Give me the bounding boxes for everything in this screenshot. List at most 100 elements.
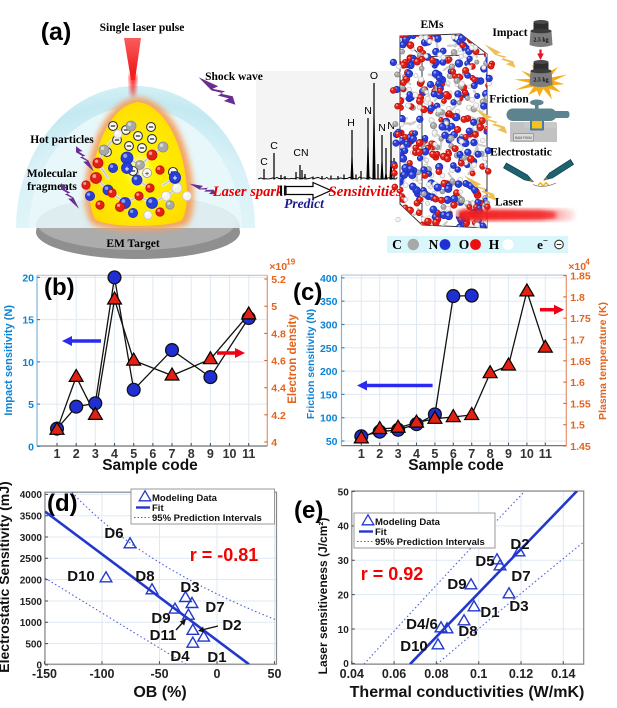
svg-text:6: 6 xyxy=(450,447,457,461)
svg-text:350: 350 xyxy=(320,296,338,308)
svg-text:D5: D5 xyxy=(475,553,494,570)
svg-text:19: 19 xyxy=(286,258,295,267)
svg-text:−: − xyxy=(543,236,548,246)
svg-text:D3: D3 xyxy=(509,598,528,615)
svg-text:4000: 4000 xyxy=(20,490,43,501)
svg-text:0.08: 0.08 xyxy=(424,667,448,681)
svg-text:H: H xyxy=(347,117,355,129)
svg-text:+: + xyxy=(145,171,149,178)
svg-text:0.12: 0.12 xyxy=(509,667,533,681)
svg-text:Thermal conductivities (W/mK): Thermal conductivities (W/mK) xyxy=(350,684,585,701)
svg-text:r = -0.81: r = -0.81 xyxy=(190,545,259,565)
svg-text:-150: -150 xyxy=(32,667,57,681)
svg-text:O: O xyxy=(459,237,470,252)
svg-text:1.75: 1.75 xyxy=(570,313,591,325)
svg-text:5.2: 5.2 xyxy=(271,274,286,286)
svg-text:N: N xyxy=(364,105,372,117)
svg-text:1500: 1500 xyxy=(20,597,43,608)
svg-text:2: 2 xyxy=(73,447,80,461)
svg-text:1.5: 1.5 xyxy=(570,420,585,432)
svg-text:D8: D8 xyxy=(458,623,477,640)
svg-text:N: N xyxy=(378,122,386,134)
svg-text:4.4: 4.4 xyxy=(271,383,286,395)
svg-text:20: 20 xyxy=(338,590,350,601)
svg-text:1.8: 1.8 xyxy=(570,292,585,304)
svg-text:200: 200 xyxy=(320,366,338,378)
svg-text:5: 5 xyxy=(28,399,34,411)
svg-text:D2: D2 xyxy=(222,617,241,634)
svg-text:O: O xyxy=(370,70,378,82)
svg-text:95% Prediction Intervals: 95% Prediction Intervals xyxy=(375,537,485,548)
svg-text:95% Prediction Intervals: 95% Prediction Intervals xyxy=(152,513,262,524)
svg-text:2.5 kg: 2.5 kg xyxy=(533,78,548,84)
svg-text:0.14: 0.14 xyxy=(551,667,575,681)
svg-text:Hot particles: Hot particles xyxy=(30,134,94,146)
svg-text:10: 10 xyxy=(338,625,350,636)
svg-text:5: 5 xyxy=(431,447,438,461)
svg-text:C: C xyxy=(392,237,402,252)
svg-text:0.1: 0.1 xyxy=(470,667,487,681)
svg-text:EM Target: EM Target xyxy=(106,238,160,250)
svg-text:×10: ×10 xyxy=(568,261,586,273)
svg-text:3: 3 xyxy=(395,447,402,461)
svg-text:Impact sensitivity (N): Impact sensitivity (N) xyxy=(3,305,15,416)
svg-text:2: 2 xyxy=(376,447,383,461)
svg-text:11: 11 xyxy=(539,447,552,461)
svg-text:500: 500 xyxy=(25,639,42,650)
svg-text:Shock wave: Shock wave xyxy=(205,71,263,83)
svg-text:4.2: 4.2 xyxy=(271,410,286,422)
svg-text:7: 7 xyxy=(468,447,475,461)
svg-text:N: N xyxy=(429,237,439,252)
svg-text:0: 0 xyxy=(36,661,42,672)
svg-text:(b): (b) xyxy=(44,274,75,301)
svg-text:D9: D9 xyxy=(447,576,466,593)
svg-text:Friction sensitivity (N): Friction sensitivity (N) xyxy=(305,309,317,419)
svg-text:C: C xyxy=(270,140,278,152)
svg-text:Fit: Fit xyxy=(375,527,387,538)
svg-text:Laser sensitiveness (J/cm²): Laser sensitiveness (J/cm²) xyxy=(316,518,330,675)
svg-text:1.55: 1.55 xyxy=(570,398,591,410)
svg-text:0: 0 xyxy=(28,441,34,453)
svg-text:7: 7 xyxy=(169,447,176,461)
svg-text:D8: D8 xyxy=(135,568,154,585)
svg-text:Laser spark: Laser spark xyxy=(212,184,284,200)
svg-text:(c): (c) xyxy=(293,279,322,306)
svg-text:Electron density: Electron density xyxy=(287,314,299,404)
svg-text:e: e xyxy=(537,237,543,252)
svg-text:Single laser pulse: Single laser pulse xyxy=(100,22,185,34)
svg-text:r = 0.92: r = 0.92 xyxy=(361,564,424,584)
svg-text:D4/6: D4/6 xyxy=(406,616,438,633)
svg-text:(a): (a) xyxy=(41,18,72,46)
svg-text:8: 8 xyxy=(487,447,494,461)
svg-text:Sample code: Sample code xyxy=(102,457,198,474)
svg-text:×10: ×10 xyxy=(269,261,287,273)
svg-text:N: N xyxy=(387,120,395,132)
svg-text:-50: -50 xyxy=(150,667,168,681)
svg-text:Friction: Friction xyxy=(489,94,529,106)
svg-text:4.6: 4.6 xyxy=(271,356,286,368)
svg-text:5: 5 xyxy=(271,301,277,313)
svg-text:0: 0 xyxy=(343,659,349,670)
svg-text:11: 11 xyxy=(242,447,255,461)
svg-text:Molecular: Molecular xyxy=(27,168,77,180)
svg-text:D7: D7 xyxy=(205,599,224,616)
svg-text:D1: D1 xyxy=(207,649,226,666)
svg-text:8: 8 xyxy=(188,447,195,461)
svg-text:Sample code: Sample code xyxy=(408,457,504,474)
svg-text:(e): (e) xyxy=(294,497,323,524)
svg-text:Electrostatic: Electrostatic xyxy=(490,147,552,159)
svg-text:Modeling Data: Modeling Data xyxy=(375,517,441,528)
svg-text:400: 400 xyxy=(320,273,338,285)
svg-text:150: 150 xyxy=(320,389,338,401)
svg-text:CN: CN xyxy=(293,147,308,159)
svg-text:+: + xyxy=(173,174,178,183)
svg-text:10: 10 xyxy=(520,447,534,461)
svg-text:+: + xyxy=(125,165,130,174)
svg-text:Impact: Impact xyxy=(492,27,527,39)
svg-text:4.8: 4.8 xyxy=(271,328,286,340)
svg-text:1.6: 1.6 xyxy=(570,377,585,389)
svg-text:4: 4 xyxy=(585,258,590,267)
svg-text:10: 10 xyxy=(22,357,34,369)
svg-text:Laser: Laser xyxy=(495,197,523,209)
svg-text:1.7: 1.7 xyxy=(570,335,585,347)
